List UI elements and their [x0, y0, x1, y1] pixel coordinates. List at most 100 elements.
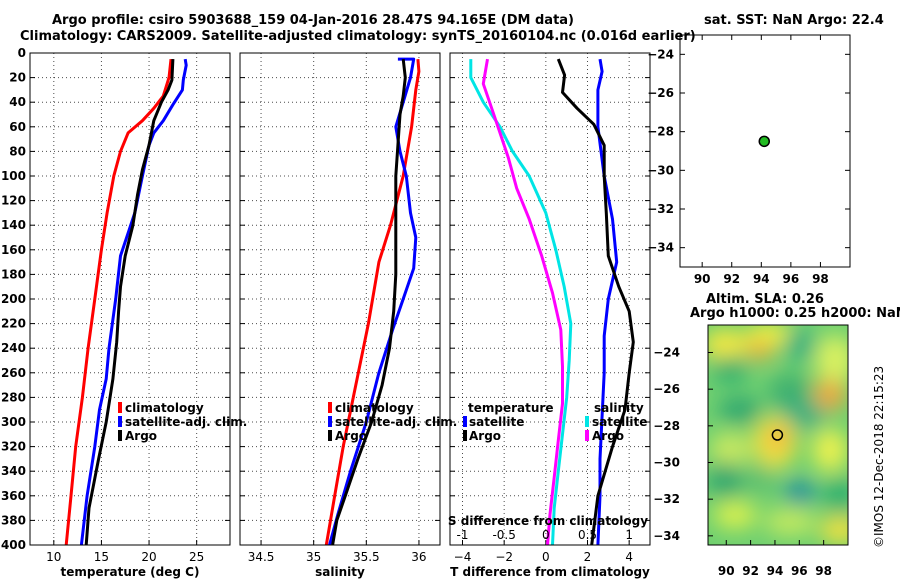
differences-series-t-argo [556, 58, 635, 546]
sla-map-frame [707, 324, 849, 546]
depth-tick-label: 320 [1, 440, 26, 454]
depth-tick-label: 340 [1, 464, 26, 478]
position-map-x-tick-label: 96 [783, 272, 800, 286]
temperature-series-argo [84, 59, 175, 546]
position-map-x-tick-label: 98 [812, 272, 829, 286]
temperature-x-tick-label: 10 [46, 550, 61, 564]
legend-swatch [118, 430, 122, 441]
depth-tick-label: 40 [9, 95, 26, 109]
sla-map-x-tick-label: 90 [718, 564, 735, 578]
depth-tick-label: 300 [1, 415, 26, 429]
legend-swatch [328, 402, 332, 413]
differences-x-tick-label: −4 [454, 550, 472, 564]
sla-map-x-tick-label: 94 [767, 564, 784, 578]
sla-map-y-tick-label: −26 [653, 382, 680, 396]
legend-entry: satellite-adj. clim. [125, 415, 247, 429]
position-map-x-tick-label: 92 [723, 272, 740, 286]
sla-map-y-tick-label: −24 [653, 346, 680, 360]
differences-x-tick-label: 2 [584, 550, 592, 564]
legend-swatch [328, 416, 332, 427]
depth-tick-label: 0 [18, 46, 26, 60]
differences-series-s-satellite [469, 59, 573, 546]
position-map-frame [679, 34, 851, 268]
salinity-x-tick-label: 35.5 [353, 550, 380, 564]
legend-swatch [585, 416, 589, 427]
legend-entry: Argo [335, 429, 367, 443]
temperature-x-tick-label: 20 [141, 550, 156, 564]
salinity-series-satellite-adj-clim- [328, 57, 418, 546]
differences-s-tick-label: 0 [542, 528, 550, 542]
differences-x-axis-label: T difference from climatology [450, 565, 650, 579]
legend-swatch [118, 402, 122, 413]
salinity-series-argo [331, 58, 407, 546]
depth-tick-label: 380 [1, 513, 26, 527]
temperature-x-axis-label: temperature (deg C) [61, 565, 200, 579]
argo-position-marker [758, 135, 771, 148]
temperature-x-tick-label: 15 [94, 550, 109, 564]
argo-height-label: Argo h1000: 0.25 h2000: NaN [690, 306, 900, 321]
temperature-frame [29, 52, 231, 546]
legend-entry: Argo [469, 429, 501, 443]
salinity-x-tick-label: 36 [411, 550, 426, 564]
sla-map-y-tick-label: −28 [653, 419, 680, 433]
differences-s-tick-label: 0.5 [578, 528, 597, 542]
depth-tick-label: 140 [1, 218, 26, 232]
differences-series-t-satellite [596, 58, 619, 546]
sla-map-y-tick-label: −30 [653, 456, 680, 470]
legend-swatch [585, 430, 589, 441]
legend-entry: Argo [125, 429, 157, 443]
depth-tick-label: 360 [1, 489, 26, 503]
depth-tick-label: 60 [9, 120, 26, 134]
sla-map-x-tick-label: 96 [791, 564, 808, 578]
depth-tick-label: 240 [1, 341, 26, 355]
position-map-y-tick-label: −34 [647, 241, 674, 255]
depth-tick-label: 80 [9, 144, 26, 158]
position-map-x-tick-label: 94 [753, 272, 770, 286]
sla-label: Altim. SLA: 0.26 [706, 292, 824, 307]
position-map-y-tick-label: −28 [647, 125, 674, 139]
salinity-series-climatology [324, 58, 421, 546]
sla-map-x-tick-label: 98 [815, 564, 832, 578]
legend-entry: satellite-adj. clim. [335, 415, 457, 429]
temperature-series-climatology [64, 58, 173, 546]
temperature-x-tick-label: 25 [189, 550, 204, 564]
salinity-x-tick-label: 34.5 [248, 550, 275, 564]
legend-entry: satellite [469, 415, 524, 429]
differences-s-tick-label: -0.5 [492, 528, 515, 542]
position-map-y-tick-label: −26 [647, 86, 674, 100]
differences-s-tick-label: -1 [457, 528, 469, 542]
differences-s-axis-label: S difference from climatology [448, 514, 648, 528]
depth-tick-label: 120 [1, 194, 26, 208]
depth-tick-label: 180 [1, 267, 26, 281]
depth-tick-label: 160 [1, 243, 26, 257]
legend-entry: climatology [335, 401, 414, 415]
legend-swatch [328, 430, 332, 441]
chart-title-line-2: Climatology: CARS2009. Satellite-adjuste… [20, 29, 696, 44]
sla-map-y-tick-label: −34 [653, 529, 680, 543]
depth-tick-label: 260 [1, 366, 26, 380]
differences-s-tick-label: 1 [625, 528, 633, 542]
legend-entry: temperature [468, 401, 553, 415]
legend-swatch [463, 416, 467, 427]
depth-tick-label: 20 [9, 71, 26, 85]
differences-series-s-argo [481, 58, 564, 546]
salinity-frame [239, 52, 441, 546]
depth-tick-label: 280 [1, 390, 26, 404]
position-map-y-tick-label: −30 [647, 163, 674, 177]
chart-title-line-1: Argo profile: csiro 5903688_159 04-Jan-2… [52, 13, 574, 28]
differences-frame [449, 52, 651, 546]
depth-tick-label: 220 [1, 317, 26, 331]
legend-entry: Argo [592, 429, 624, 443]
legend-entry: climatology [125, 401, 204, 415]
legend-entry: salinity [594, 401, 644, 415]
legend-swatch [463, 430, 467, 441]
sla-argo-position-marker [771, 429, 784, 441]
position-map-x-tick-label: 90 [694, 272, 711, 286]
differences-x-tick-label: −2 [495, 550, 513, 564]
sla-map-y-tick-label: −32 [653, 492, 680, 506]
sst-label: sat. SST: NaN Argo: 22.4 [704, 13, 884, 28]
depth-tick-label: 100 [1, 169, 26, 183]
depth-tick-label: 200 [1, 292, 26, 306]
sla-heatmap [708, 325, 848, 545]
